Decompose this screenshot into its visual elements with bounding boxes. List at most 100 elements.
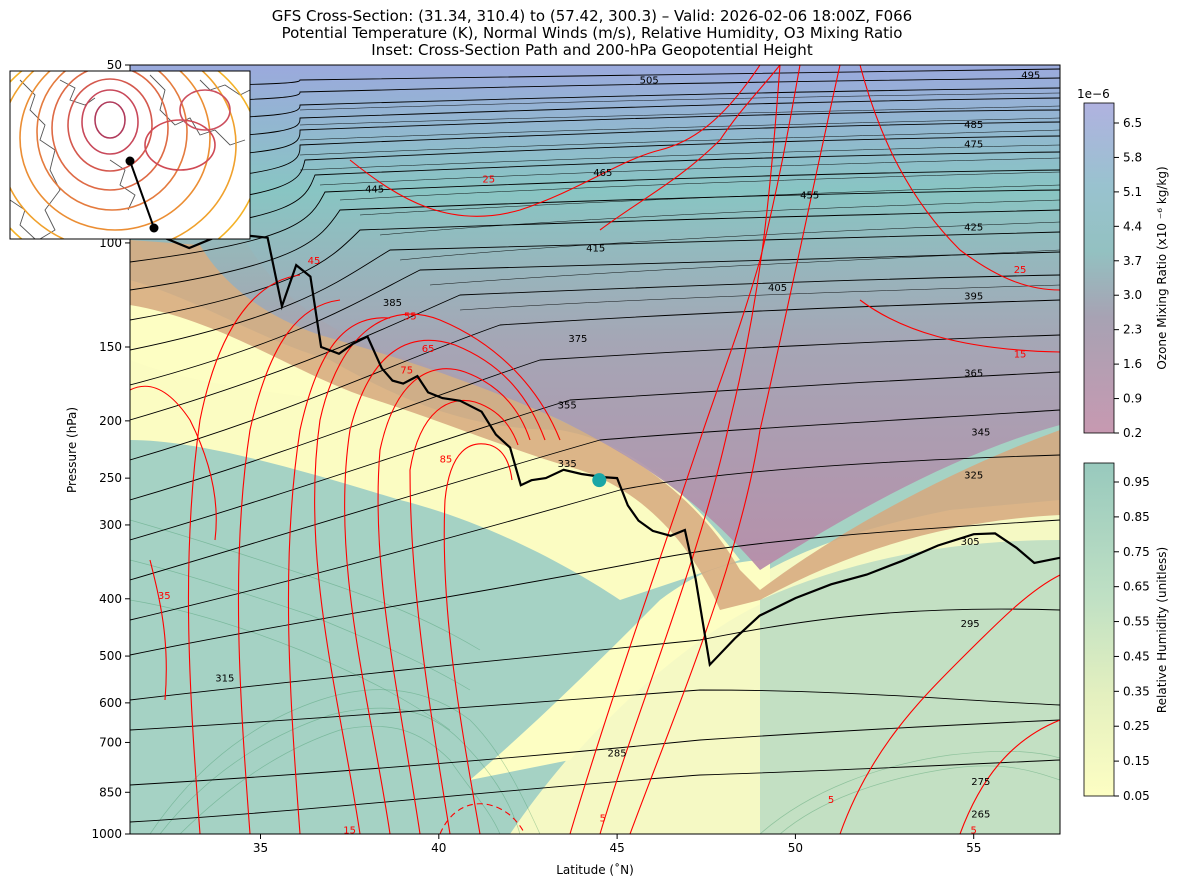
y-axis-label: Pressure (hPa) (65, 407, 79, 493)
y-tick-label: 250 (99, 471, 122, 485)
x-tick-label: 35 (253, 841, 268, 855)
theta-contour-label: 305 (961, 537, 980, 548)
y-tick-label: 1000 (91, 827, 122, 841)
y-tick-label: 300 (99, 518, 122, 532)
theta-label-text: 315 (215, 674, 234, 685)
marker-layer (592, 473, 607, 488)
wind-contour-label: 25 (1014, 265, 1027, 276)
theta-contour-label: 275 (971, 777, 990, 788)
colorbar-tick-label: 0.2 (1123, 426, 1142, 440)
theta-contour-label: 335 (558, 459, 577, 470)
theta-contour-label: 295 (961, 619, 980, 630)
colorbar-tick-label: 5.1 (1123, 185, 1142, 199)
ozone-colorbar-label: Ozone Mixing Ratio (x10 ⁻⁶ kg/kg) (1155, 166, 1169, 369)
theta-label-text: 475 (964, 139, 983, 150)
theta-contour-label: 445 (365, 184, 384, 195)
rh-colorbar-ticks: 0.95 0.85 0.75 0.65 0.55 0.45 0.35 0.25 0.15 0.05 (1114, 475, 1150, 803)
chart-title-line3: Inset: Cross-Section Path and 200-hPa Ge… (371, 41, 813, 59)
wind-contour-label: 55 (404, 312, 417, 323)
ozone-colorbar: 1e−6 6.5 5.8 5.1 4.4 3.7 3.0 2.3 1.6 0.9 0.2 Ozon… (1077, 87, 1169, 440)
x-tick-label: 45 (609, 841, 624, 855)
colorbar-tick-label: 0.15 (1123, 754, 1150, 768)
ozone-colorbar-ticks: 6.5 5.8 5.1 4.4 3.7 3.0 2.3 1.6 0.9 0.2 (1114, 116, 1142, 440)
tropopause-marker (592, 473, 607, 488)
wind-dashed-contours (439, 803, 526, 834)
y-tick-label: 500 (99, 649, 122, 663)
theta-contour-label: 485 (964, 120, 983, 131)
theta-label-text: 445 (365, 184, 384, 195)
chart-title-line2: Potential Temperature (K), Normal Winds … (281, 24, 903, 42)
theta-label-text: 275 (971, 777, 990, 788)
theta-contour-label: 465 (593, 168, 612, 179)
rh-colorbar: 0.95 0.85 0.75 0.65 0.55 0.45 0.35 0.25 0.15 0.05… (1083, 462, 1169, 803)
wind-contour-label: 65 (422, 344, 435, 355)
theta-label-text: 305 (961, 537, 980, 548)
theta-label-text: 405 (768, 283, 787, 294)
rh-fine-contours (130, 519, 1060, 834)
theta-contour-label: 325 (964, 471, 983, 482)
colorbar-tick-label: 6.5 (1123, 116, 1142, 130)
wind-contour-label: 75 (400, 365, 413, 376)
theta-label-text: 295 (961, 619, 980, 630)
theta-fine-contours (299, 92, 1060, 311)
y-tick-label: 150 (99, 340, 122, 354)
colorbar-tick-label: 3.0 (1123, 288, 1142, 302)
theta-contour-label: 505 (640, 75, 659, 86)
theta-label-layer: 505 4954854754654554454254154053953853753… (215, 71, 1040, 821)
theta-label-text: 415 (586, 244, 605, 255)
x-axis: 35 40 45 50 55 (253, 834, 981, 855)
theta-label-text: 375 (568, 334, 587, 345)
colorbar-tick-label: 0.65 (1123, 580, 1150, 594)
wind-contour-label: 15 (343, 826, 356, 837)
tropopause-line (135, 231, 1060, 668)
theta-label-text: 265 (971, 809, 990, 820)
colorbar-tick-label: 0.35 (1123, 684, 1150, 698)
y-tick-label: 600 (99, 696, 122, 710)
theta-contour-label: 315 (215, 674, 234, 685)
rh-colorbar-label: Relative Humidity (unitless) (1155, 547, 1169, 713)
theta-label-text: 495 (1021, 71, 1040, 82)
wind-contours (130, 65, 1060, 834)
theta-label-text: 325 (964, 471, 983, 482)
inset-path-end (149, 223, 159, 233)
colorbar-tick-label: 1.6 (1123, 357, 1142, 371)
theta-contour-label: 355 (558, 400, 577, 411)
colorbar-tick-label: 0.85 (1123, 510, 1150, 524)
chart-title-line1: GFS Cross-Section: (31.34, 310.4) to (57… (271, 7, 913, 25)
theta-contour-label: 285 (608, 749, 627, 760)
plot-area: 505 4954854754654554454254154053953853753… (130, 65, 1060, 837)
inset-height-contours (10, 71, 250, 239)
theta-contour-label: 455 (800, 191, 819, 202)
theta-label-text: 465 (593, 168, 612, 179)
theta-label-text: 335 (558, 459, 577, 470)
colorbar-tick-label: 4.4 (1123, 219, 1142, 233)
wind-contour-label: 35 (158, 591, 171, 602)
wind-contour-label: 5 (600, 814, 606, 825)
y-tick-label: 400 (99, 592, 122, 606)
x-tick-label: 40 (431, 841, 446, 855)
theta-label-text: 455 (800, 191, 819, 202)
plot-frame (129, 64, 1061, 835)
y-tick-label: 50 (107, 58, 122, 72)
colorbar-tick-label: 0.45 (1123, 649, 1150, 663)
stratosphere-fill (130, 65, 1060, 570)
wind-contour-label: 5 (971, 826, 977, 837)
theta-contour-label: 495 (1021, 71, 1040, 82)
wind-contour-label: 25 (482, 175, 495, 186)
theta-label-text: 425 (964, 223, 983, 234)
theta-contour-label: 265 (971, 809, 990, 820)
y-tick-label: 200 (99, 414, 122, 428)
theta-label-text: 365 (964, 369, 983, 380)
colorbar-tick-label: 0.25 (1123, 719, 1150, 733)
y-tick-label: 700 (99, 735, 122, 749)
theta-contour-label: 415 (586, 244, 605, 255)
theta-contour-label: 405 (768, 283, 787, 294)
colorbar-tick-label: 5.8 (1123, 150, 1142, 164)
colorbar-tick-label: 0.05 (1123, 789, 1150, 803)
wind-contour-label: 85 (440, 454, 453, 465)
colorbar-tick-label: 2.3 (1123, 323, 1142, 337)
wind-contour-label: 45 (308, 256, 321, 267)
colorbar-tick-label: 0.75 (1123, 545, 1150, 559)
